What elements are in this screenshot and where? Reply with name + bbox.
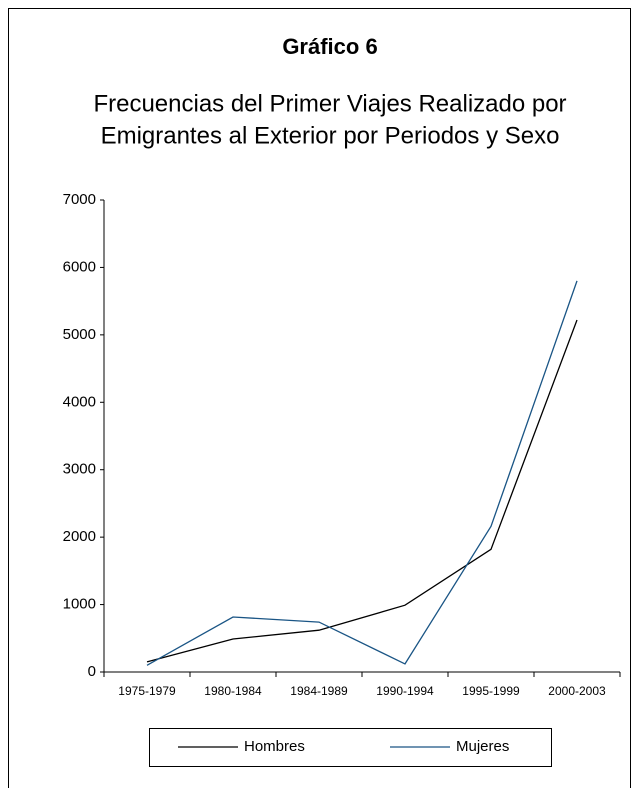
chart-title: Gráfico 6 <box>282 34 377 59</box>
y-tick-label: 2000 <box>63 528 96 545</box>
y-tick-label: 3000 <box>63 461 96 478</box>
x-tick-label: 1995-1999 <box>462 684 520 698</box>
frame <box>8 8 631 788</box>
legend-label: Mujeres <box>456 738 509 755</box>
y-tick-label: 5000 <box>63 326 96 343</box>
x-tick-label: 1984-1989 <box>290 684 348 698</box>
y-tick-label: 0 <box>88 663 96 680</box>
x-tick-label: 1975-1979 <box>118 684 176 698</box>
chart-subtitle: Frecuencias del Primer Viajes Realizado … <box>93 90 566 117</box>
x-tick-label: 1980-1984 <box>204 684 262 698</box>
line-series <box>146 280 578 666</box>
legend-label: Hombres <box>244 738 305 755</box>
x-tick-label: 2000-2003 <box>548 684 606 698</box>
y-tick-label: 6000 <box>63 258 96 275</box>
y-tick-label: 7000 <box>63 191 96 208</box>
chart-subtitle: Emigrantes al Exterior por Periodos y Se… <box>101 122 560 149</box>
x-tick-label: 1990-1994 <box>376 684 434 698</box>
line-series <box>146 319 578 663</box>
y-tick-label: 4000 <box>63 393 96 410</box>
y-tick-label: 1000 <box>63 596 96 613</box>
